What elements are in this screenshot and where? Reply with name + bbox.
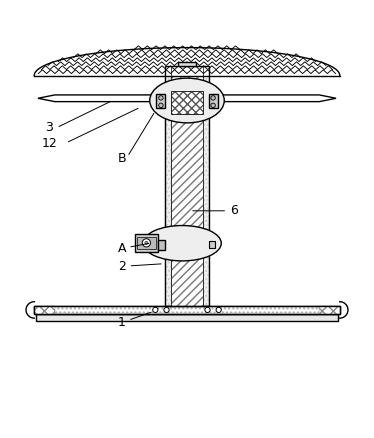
Ellipse shape [150, 78, 224, 123]
Bar [156, 94, 165, 108]
Circle shape [205, 307, 210, 313]
Bar [178, 62, 196, 66]
Text: 12: 12 [41, 137, 57, 150]
Circle shape [145, 241, 148, 244]
Bar [203, 66, 209, 306]
Bar [34, 306, 55, 314]
Bar [36, 307, 338, 313]
Bar [34, 306, 340, 314]
Bar [165, 66, 209, 306]
Bar [209, 241, 215, 248]
Text: B: B [117, 152, 126, 165]
Circle shape [211, 95, 215, 100]
Text: A: A [117, 242, 126, 254]
Bar [158, 240, 165, 250]
Text: 2: 2 [118, 260, 126, 273]
Circle shape [159, 95, 163, 100]
Circle shape [159, 103, 163, 108]
Bar [165, 66, 171, 306]
Bar [36, 314, 338, 321]
Bar [171, 91, 203, 113]
Circle shape [153, 307, 158, 313]
Bar [209, 94, 218, 108]
Circle shape [216, 307, 221, 313]
Bar [171, 66, 203, 306]
Text: 3: 3 [45, 121, 53, 134]
Ellipse shape [143, 226, 221, 261]
Bar [135, 234, 158, 252]
Circle shape [211, 103, 215, 108]
Polygon shape [34, 48, 340, 75]
Polygon shape [208, 95, 336, 102]
Bar [171, 91, 203, 113]
Bar [319, 306, 340, 314]
Polygon shape [38, 95, 166, 102]
Circle shape [142, 239, 150, 247]
Circle shape [164, 307, 169, 313]
Bar [34, 306, 340, 314]
Bar [137, 237, 156, 249]
Text: 6: 6 [230, 204, 237, 217]
Text: 1: 1 [118, 316, 126, 329]
